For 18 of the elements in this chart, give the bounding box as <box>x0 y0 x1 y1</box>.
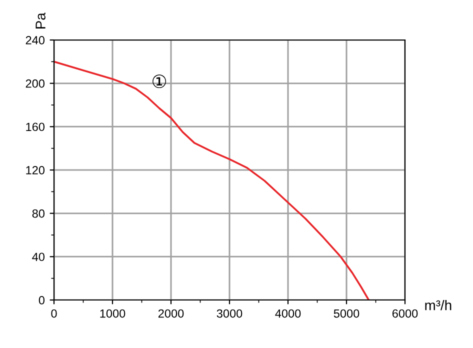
y-tick-label: 120 <box>26 166 45 174</box>
y-tick-label: 80 <box>32 209 45 218</box>
y-tick-label: 240 <box>26 36 45 44</box>
annotation: ① <box>152 74 166 88</box>
x-tick-label: 1000 <box>100 309 126 318</box>
x-tick-label: 2000 <box>158 309 184 318</box>
x-tick-label: 5000 <box>334 309 360 318</box>
x-tick-label: 4000 <box>275 309 301 318</box>
x-axis-title: m³/h <box>425 300 452 310</box>
line-series <box>54 60 370 300</box>
y-axis-title: Pa <box>36 12 46 28</box>
y-tick-label: 160 <box>26 122 45 132</box>
x-tick-label: 0 <box>51 309 57 318</box>
x-tick-label: 6000 <box>392 309 418 318</box>
y-tick-label: 0 <box>38 296 45 304</box>
y-tick-label: 40 <box>32 252 45 262</box>
y-tick-label: 200 <box>26 79 45 88</box>
x-tick-label: 3000 <box>216 309 242 318</box>
